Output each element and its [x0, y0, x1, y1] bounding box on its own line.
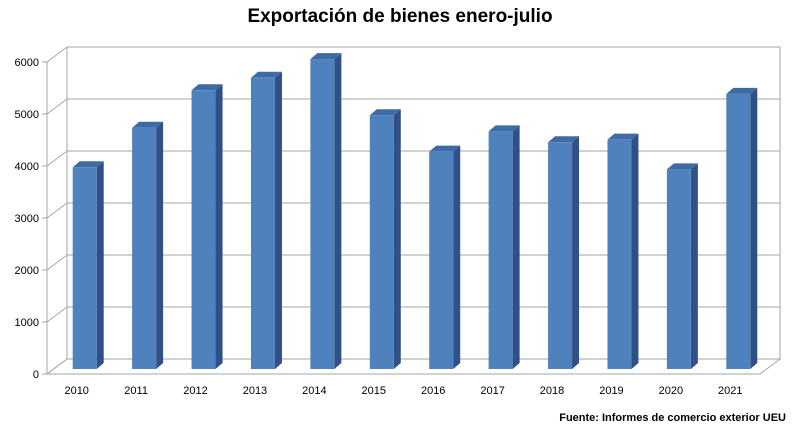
gridline: [46, 358, 780, 375]
y-tick-label: 5000: [15, 109, 39, 121]
bar-top: [429, 145, 461, 152]
y-tick-label: 2000: [15, 265, 39, 277]
bar-side: [631, 133, 639, 369]
bar-side: [750, 87, 758, 370]
gridline: [46, 98, 780, 115]
bar-front: [607, 139, 632, 369]
bar-2021: [726, 87, 758, 370]
x-tick-label: 2012: [183, 385, 207, 397]
x-tick-label: 2018: [540, 385, 564, 397]
gridline: [46, 46, 780, 63]
bar-2012: [191, 84, 223, 369]
bar-2019: [607, 133, 639, 369]
source-note: Fuente: Informes de comercio exterior UE…: [559, 412, 786, 424]
x-axis-labels: 2010 2011 2012 2013 2014 2015 2016 2017 2018 2019…: [64, 385, 742, 397]
bar-2015: [369, 109, 401, 370]
bar-front: [310, 59, 335, 369]
y-axis-ticks: 0 1000 2000 3000 4000 5000 6000: [15, 57, 39, 381]
bar-side: [334, 53, 342, 369]
bar-front: [429, 151, 454, 369]
bar-2016: [429, 145, 461, 369]
bar-front: [488, 131, 513, 369]
y-tick-label: 4000: [15, 161, 39, 173]
bar-front: [250, 77, 275, 370]
gridline: [46, 202, 780, 219]
bar-front: [191, 90, 216, 369]
bar-top: [607, 133, 639, 140]
bar-2010: [72, 161, 104, 369]
bar-side: [393, 109, 401, 370]
gridline: [46, 254, 780, 271]
x-tick-label: 2014: [302, 385, 326, 397]
x-tick-label: 2010: [64, 385, 88, 397]
bar-front: [369, 115, 394, 370]
bar-top: [191, 84, 223, 91]
bar-2018: [548, 136, 580, 369]
bar-side: [690, 163, 698, 369]
bar-front: [132, 127, 157, 369]
bar-side: [572, 136, 580, 369]
gridline: [46, 306, 780, 323]
bar-top: [72, 161, 104, 168]
bar-front: [548, 142, 573, 369]
x-tick-label: 2020: [659, 385, 683, 397]
bar-top: [548, 136, 580, 143]
bar-top: [132, 121, 164, 128]
bar-2014: [310, 53, 342, 369]
gridlines: [42, 46, 780, 375]
bar-top: [369, 109, 401, 116]
bar-top: [310, 53, 342, 60]
bar-side: [156, 121, 164, 369]
x-tick-label: 2016: [421, 385, 445, 397]
gridline: [46, 150, 780, 167]
x-tick-label: 2017: [480, 385, 504, 397]
x-tick-label: 2013: [243, 385, 267, 397]
x-tick-label: 2011: [124, 385, 148, 397]
x-tick-label: 2019: [599, 385, 623, 397]
bar-2020: [666, 163, 698, 369]
bar-top: [666, 163, 698, 170]
x-tick-label: 2015: [362, 385, 386, 397]
y-tick-label: 3000: [15, 213, 39, 225]
bars: [72, 53, 758, 370]
bar-top: [250, 71, 282, 78]
bar-front: [666, 169, 691, 369]
chart-title: Exportación de bienes enero-julio: [247, 6, 553, 27]
bar-side: [215, 84, 223, 369]
y-tick-label: 1000: [15, 317, 39, 329]
bar-side: [453, 145, 461, 369]
bar-front: [726, 93, 751, 370]
bar-2013: [250, 71, 282, 370]
bar-side: [96, 161, 104, 369]
bar-top: [488, 125, 520, 132]
bar-2011: [132, 121, 164, 369]
y-tick-label: 6000: [15, 57, 39, 69]
bar-side: [274, 71, 282, 370]
bar-2017: [488, 125, 520, 369]
bar-front: [72, 167, 97, 369]
y-tick-label: 0: [33, 369, 39, 381]
bar-top: [726, 87, 758, 94]
x-tick-label: 2021: [718, 385, 742, 397]
bar-side: [512, 125, 520, 369]
